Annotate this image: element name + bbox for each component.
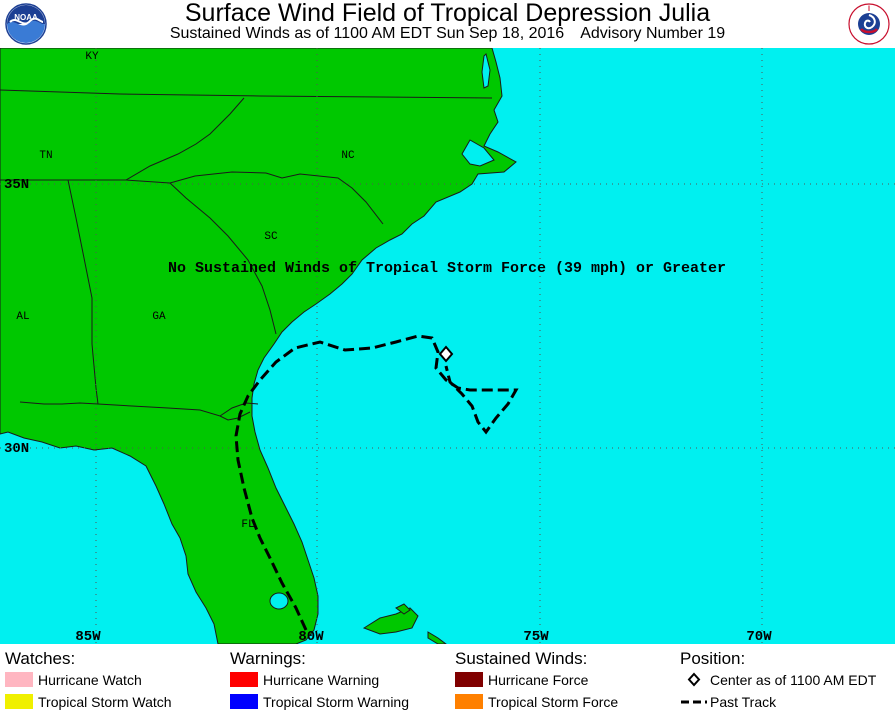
state-borders bbox=[0, 89, 493, 421]
state-label-ga: GA bbox=[152, 311, 166, 323]
dashed-line-icon bbox=[681, 700, 707, 704]
noaa-logo: NOAA bbox=[5, 3, 47, 45]
noaa-logo-text: NOAA bbox=[14, 13, 38, 22]
legend-watches-heading: Watches: bbox=[5, 649, 76, 668]
tropical-storm-warning-swatch bbox=[230, 694, 258, 709]
border-tn-al-ga bbox=[0, 179, 171, 184]
border-al-fl bbox=[19, 401, 259, 417]
chesapeake-bay bbox=[481, 53, 491, 89]
border-sc-ga bbox=[169, 182, 277, 335]
land-bahamas-abaco bbox=[395, 603, 411, 615]
legend-tropical-storm-force: Tropical Storm Force bbox=[455, 693, 675, 711]
hurricane-watch-swatch bbox=[5, 672, 33, 687]
page-title: Surface Wind Field of Tropical Depressio… bbox=[184, 0, 711, 27]
lat-label-30n: 30N bbox=[4, 441, 29, 457]
state-label-nc: NC bbox=[341, 150, 355, 162]
past-track-label: Past Track bbox=[710, 694, 777, 710]
legend-hurricane-force: Hurricane Force bbox=[455, 671, 675, 689]
header: NOAA Surface Wind Field of Tropical Depr… bbox=[0, 0, 895, 48]
legend-hurricane-watch: Hurricane Watch bbox=[5, 671, 225, 689]
legend-warnings-heading: Warnings: bbox=[230, 649, 306, 668]
tropical-storm-watch-swatch bbox=[5, 694, 33, 709]
legend-position-heading: Position: bbox=[680, 649, 746, 668]
land-bahamas-eleuthera bbox=[427, 631, 447, 644]
land-mainland bbox=[0, 48, 517, 644]
border-nc-sc bbox=[169, 171, 384, 225]
legend-past-track: Past Track bbox=[680, 693, 892, 711]
state-label-al: AL bbox=[16, 311, 29, 323]
hurricane-warning-swatch bbox=[230, 672, 258, 687]
lon-label-85w: 85W bbox=[75, 629, 101, 644]
diamond-icon bbox=[687, 672, 701, 687]
state-label-tn: TN bbox=[39, 150, 52, 162]
border-ky-va-tn bbox=[0, 89, 493, 99]
lake-okeechobee bbox=[269, 592, 289, 610]
state-label-sc: SC bbox=[264, 231, 278, 243]
hurricane-force-swatch bbox=[455, 672, 483, 687]
wind-field-map: KY TN NC SC AL GA FL 35N 30N 85W 80W 75W… bbox=[0, 48, 895, 644]
legend-tropical-storm-watch: Tropical Storm Watch bbox=[5, 693, 225, 711]
tropical-storm-force-swatch bbox=[455, 694, 483, 709]
no-winds-notice: No Sustained Winds of Tropical Storm For… bbox=[168, 260, 726, 277]
legend-tropical-storm-warning: Tropical Storm Warning bbox=[230, 693, 450, 711]
tropical-storm-watch-label: Tropical Storm Watch bbox=[38, 694, 172, 710]
tropical-storm-warning-label: Tropical Storm Warning bbox=[263, 694, 410, 710]
nws-logo bbox=[848, 3, 890, 45]
subtitle-time: Sustained Winds as of 1100 AM EDT Sun Se… bbox=[169, 25, 565, 42]
legend-hurricane-warning: Hurricane Warning bbox=[230, 671, 450, 689]
land-bahamas-andros bbox=[362, 607, 419, 635]
state-label-fl: FL bbox=[241, 519, 254, 531]
lon-label-75w: 75W bbox=[523, 629, 549, 644]
legend-winds-heading: Sustained Winds: bbox=[455, 649, 588, 668]
page-subtitle: Sustained Winds as of 1100 AM EDT Sun Se… bbox=[0, 24, 895, 44]
lat-label-35n: 35N bbox=[4, 177, 29, 193]
hurricane-force-label: Hurricane Force bbox=[488, 672, 589, 688]
hurricane-warning-label: Hurricane Warning bbox=[263, 672, 380, 688]
past-track-line bbox=[234, 334, 519, 631]
center-position-label: Center as of 1100 AM EDT bbox=[710, 672, 877, 688]
border-al-ga bbox=[67, 179, 99, 405]
storm-center-marker bbox=[438, 345, 454, 363]
state-label-ky: KY bbox=[85, 51, 99, 63]
subtitle-advisory: Advisory Number 19 bbox=[580, 25, 726, 42]
legend: Watches: Hurricane Watch Tropical Storm … bbox=[0, 644, 895, 716]
border-ga-fl-east bbox=[219, 411, 251, 421]
lon-label-80w: 80W bbox=[298, 629, 324, 644]
tropical-storm-force-label: Tropical Storm Force bbox=[488, 694, 619, 710]
legend-center-position: Center as of 1100 AM EDT bbox=[680, 671, 892, 689]
pamlico-sound bbox=[461, 139, 495, 167]
border-tn-nc bbox=[125, 97, 245, 181]
lon-label-70w: 70W bbox=[746, 629, 772, 644]
hurricane-watch-label: Hurricane Watch bbox=[38, 672, 142, 688]
